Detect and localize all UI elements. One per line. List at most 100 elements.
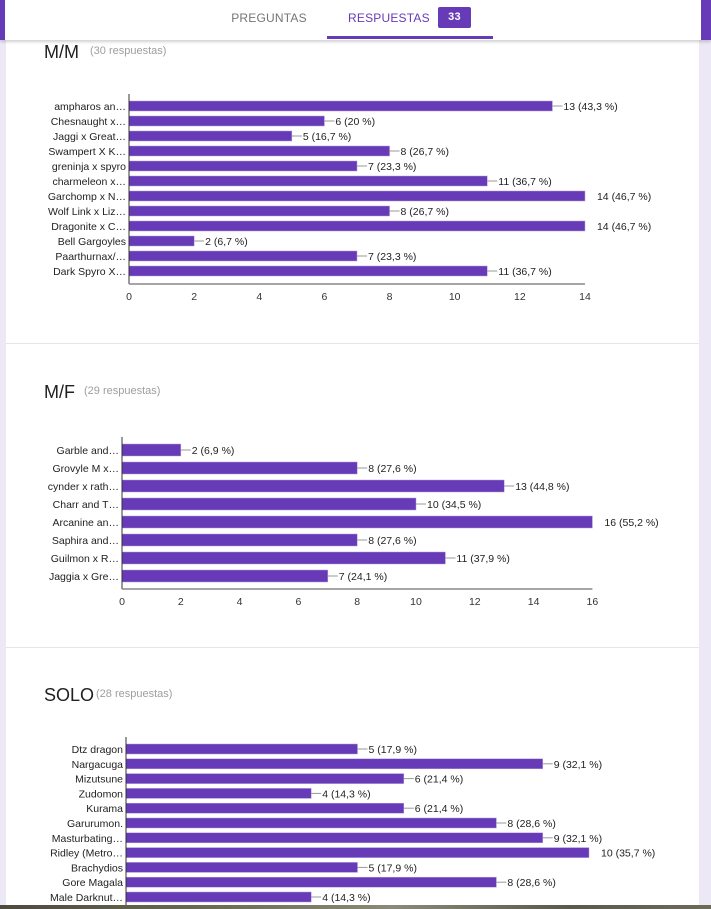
x-tick-label: 12 (514, 291, 526, 303)
chart-solo: Dtz dragon 5 (17,9 %)Nargacuga 9 (32,1 %)M… (50, 737, 655, 905)
question-title-mf: M/F (44, 382, 75, 402)
tab-respuestas[interactable]: RESPUESTAS 33 (327, 0, 493, 40)
section-divider (6, 343, 699, 344)
bar-row: Wolf Link x Liz… 8 (26,7 %) (48, 205, 449, 218)
category-label: Garchomp x N… (48, 191, 126, 203)
bar (128, 115, 325, 127)
responses-count-badge: 33 (438, 7, 471, 28)
bar-row: Zudomon 4 (14,3 %) (79, 788, 371, 800)
x-tick-label: 4 (237, 596, 243, 608)
data-label: 2 (6,7 %) (205, 236, 248, 248)
x-tick-label: 14 (528, 596, 540, 608)
category-label: Jaggia x Gre… (49, 571, 119, 583)
category-label: greninja x spyro (52, 161, 126, 173)
x-tick-label: 10 (410, 596, 422, 608)
section-divider (6, 647, 699, 648)
bar (121, 569, 329, 583)
x-tick-label: 12 (469, 596, 481, 608)
bar (128, 235, 195, 247)
data-label: 14 (46,7 %) (597, 191, 651, 203)
bar (125, 817, 497, 829)
category-label: Masturbating… (52, 833, 123, 845)
bar-row: Jaggi x Great… 5 (16,7 %) (53, 130, 351, 143)
data-label: 14 (46,7 %) (597, 221, 651, 233)
data-label: 10 (35,7 %) (601, 848, 655, 860)
data-label: 7 (23,3 %) (368, 161, 416, 173)
bar (121, 497, 417, 511)
category-label: Charr and T… (53, 499, 119, 511)
data-label: 6 (21,4 %) (415, 803, 463, 815)
data-label: 8 (27,6 %) (368, 463, 416, 475)
category-label: Arcanine an… (52, 517, 119, 529)
x-tick-label: 0 (126, 291, 132, 303)
data-label: 6 (20 %) (335, 116, 375, 128)
category-label: Nargacuga (72, 759, 124, 771)
data-label: 6 (21,4 %) (415, 774, 463, 786)
chart-mm: ampharos an… 13 (43,3 %) Chesnaught x… 6 (2… (48, 94, 651, 303)
category-label: Grovyle M x… (52, 463, 119, 475)
bar-row: Garchomp x N… 14 (46,7 %) (48, 190, 651, 203)
category-label: Zudomon (79, 788, 124, 800)
bar-row: Nargacuga 9 (32,1 %) (72, 758, 602, 771)
bar-row: Arcanine an… 16 (55,2 %) (52, 515, 659, 529)
bar (128, 145, 390, 157)
tab-respuestas-label: RESPUESTAS (348, 11, 430, 25)
category-label: Swampert X K… (48, 146, 126, 158)
data-label: 2 (6,9 %) (192, 445, 235, 457)
bar (125, 832, 543, 844)
bar-row: Masturbating… 9 (32,1 %) (52, 832, 602, 845)
data-label: 8 (27,6 %) (368, 535, 416, 547)
bar (125, 773, 405, 784)
data-label: 13 (44,8 %) (515, 481, 569, 493)
category-label: Dark Spyro X… (53, 266, 126, 278)
bar-row: Grovyle M x… 8 (27,6 %) (52, 461, 417, 475)
bar (121, 479, 505, 493)
data-label: 11 (36,7 %) (498, 266, 552, 278)
bar (128, 205, 390, 217)
bar (121, 515, 593, 529)
bar-row: Guilmon x R… 11 (37,9 %) (51, 551, 510, 565)
bar (125, 876, 497, 888)
bar-row: greninja x spyro 7 (23,3 %) (52, 160, 416, 173)
bar (125, 891, 312, 903)
category-label: Dtz dragon (72, 744, 124, 756)
question-count-mm: (30 respuestas) (90, 45, 167, 57)
x-tick-label: 4 (256, 291, 262, 303)
bar (128, 220, 586, 232)
x-tick-label: 2 (178, 596, 184, 608)
category-label: Kurama (86, 803, 123, 815)
x-tick-label: 0 (119, 596, 125, 608)
x-tick-label: 8 (387, 291, 393, 303)
bar (128, 265, 488, 277)
bar (125, 758, 543, 770)
active-tab-indicator (327, 36, 493, 39)
question-count-mf: (29 respuestas) (84, 385, 161, 397)
category-label: Paarthurnax/… (55, 251, 126, 263)
data-label: 7 (23,3 %) (368, 251, 416, 263)
bar (128, 100, 553, 112)
bar-row: ampharos an… 13 (43,3 %) (54, 100, 618, 113)
category-label: Saphira and… (52, 535, 119, 547)
category-label: cynder x rath… (48, 481, 119, 493)
question-title-mm: M/M (44, 42, 79, 62)
data-label: 4 (14,3 %) (322, 788, 370, 800)
data-label: 5 (17,9 %) (369, 744, 417, 756)
category-label: Jaggi x Great… (53, 131, 126, 143)
x-tick-label: 14 (579, 291, 591, 303)
background-image-strip (0, 905, 711, 909)
x-tick-label: 10 (449, 291, 461, 303)
bar (121, 533, 358, 547)
bar-row: Mizutsune 6 (21,4 %) (75, 773, 463, 786)
data-label: 8 (26,7 %) (401, 146, 449, 158)
category-label: Mizutsune (75, 774, 123, 786)
bar (128, 160, 358, 172)
bar-row: charmeleon x… 11 (36,7 %) (52, 175, 552, 188)
category-label: Chesnaught x… (51, 116, 126, 128)
bar-row: Saphira and… 8 (27,6 %) (52, 533, 417, 547)
category-label: charmeleon x… (52, 176, 126, 188)
category-label: ampharos an… (54, 101, 126, 113)
data-label: 9 (32,1 %) (554, 833, 602, 845)
category-label: Ridley (Metro… (50, 848, 123, 860)
tab-preguntas[interactable]: PREGUNTAS (231, 11, 307, 25)
bar (128, 130, 293, 142)
